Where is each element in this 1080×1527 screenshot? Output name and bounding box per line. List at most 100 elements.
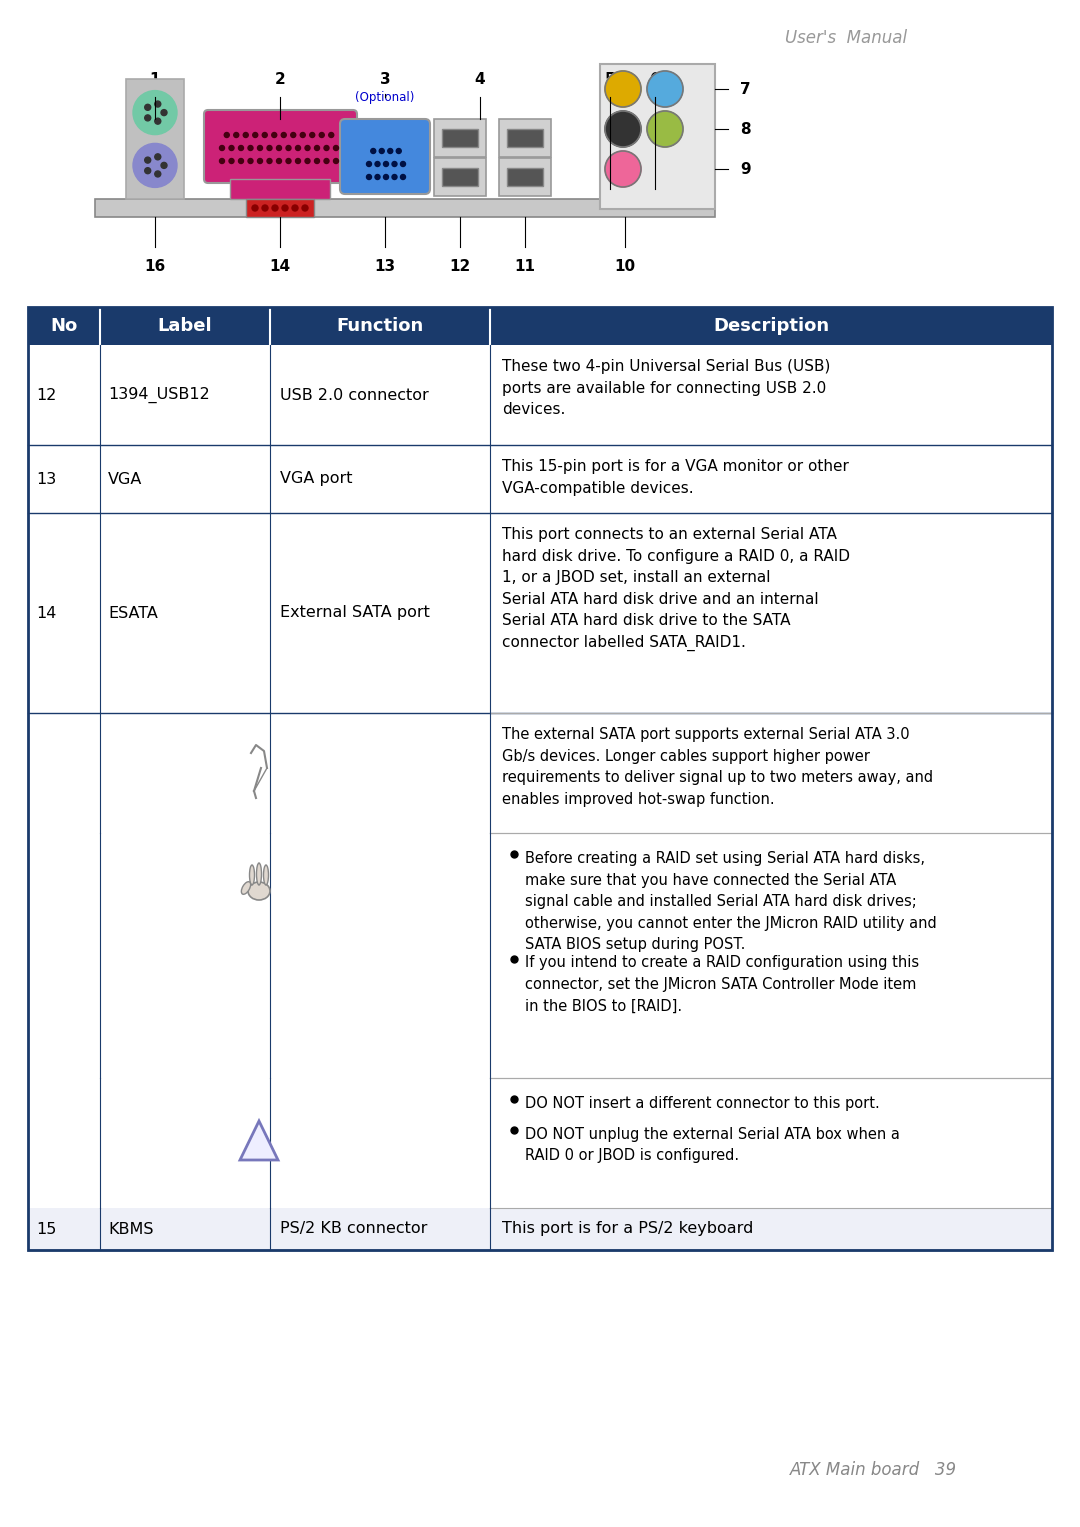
Text: Function: Function — [336, 318, 423, 334]
Circle shape — [145, 168, 151, 174]
Text: This 15-pin port is for a VGA monitor or other
VGA-compatible devices.: This 15-pin port is for a VGA monitor or… — [502, 460, 849, 496]
FancyBboxPatch shape — [434, 157, 486, 195]
Text: 6: 6 — [650, 72, 660, 87]
Text: 14: 14 — [269, 260, 291, 273]
Circle shape — [272, 205, 278, 211]
Ellipse shape — [249, 864, 255, 886]
Text: 15: 15 — [36, 1222, 56, 1237]
Text: 5: 5 — [605, 72, 616, 87]
Text: 14: 14 — [36, 606, 56, 620]
FancyBboxPatch shape — [499, 157, 551, 195]
Text: 8: 8 — [740, 122, 751, 136]
Circle shape — [324, 159, 329, 163]
Circle shape — [239, 159, 243, 163]
Circle shape — [267, 159, 272, 163]
FancyBboxPatch shape — [507, 128, 543, 147]
Ellipse shape — [241, 881, 251, 895]
Text: Before creating a RAID set using Serial ATA hard disks,
make sure that you have : Before creating a RAID set using Serial … — [525, 851, 936, 953]
Text: Description: Description — [713, 318, 829, 334]
Text: 10: 10 — [615, 260, 635, 273]
Text: These two 4-pin Universal Serial Bus (USB)
ports are available for connecting US: These two 4-pin Universal Serial Bus (US… — [502, 359, 831, 417]
FancyBboxPatch shape — [499, 119, 551, 157]
Circle shape — [302, 205, 308, 211]
Circle shape — [305, 159, 310, 163]
Ellipse shape — [248, 883, 270, 899]
Circle shape — [243, 133, 248, 137]
Circle shape — [366, 174, 372, 180]
Circle shape — [291, 133, 296, 137]
Circle shape — [257, 159, 262, 163]
Circle shape — [252, 205, 258, 211]
Text: 13: 13 — [375, 260, 395, 273]
Text: 16: 16 — [145, 260, 165, 273]
Circle shape — [276, 159, 282, 163]
Circle shape — [219, 159, 225, 163]
Circle shape — [334, 159, 338, 163]
FancyBboxPatch shape — [442, 168, 478, 186]
Circle shape — [401, 174, 405, 180]
Circle shape — [300, 133, 306, 137]
Circle shape — [154, 154, 161, 160]
Circle shape — [324, 145, 329, 151]
Text: Label: Label — [158, 318, 213, 334]
Circle shape — [161, 110, 167, 116]
Text: 13: 13 — [36, 472, 56, 487]
Polygon shape — [240, 1121, 278, 1161]
Circle shape — [647, 111, 683, 147]
Circle shape — [282, 205, 288, 211]
Circle shape — [388, 148, 393, 154]
Circle shape — [248, 159, 253, 163]
Circle shape — [253, 133, 258, 137]
Circle shape — [276, 145, 282, 151]
Circle shape — [133, 90, 177, 134]
Bar — [28, 307, 1052, 1251]
Text: 3: 3 — [380, 72, 390, 87]
Circle shape — [161, 162, 167, 168]
FancyBboxPatch shape — [126, 79, 184, 199]
Circle shape — [145, 115, 151, 121]
Text: (Optional): (Optional) — [355, 92, 415, 104]
Circle shape — [379, 148, 384, 154]
Circle shape — [262, 133, 267, 137]
Text: DO NOT insert a different connector to this port.: DO NOT insert a different connector to t… — [525, 1096, 880, 1112]
Text: 4: 4 — [475, 72, 485, 87]
Text: 7: 7 — [740, 81, 751, 96]
Circle shape — [145, 104, 151, 110]
Text: ESATA: ESATA — [108, 606, 158, 620]
Circle shape — [375, 174, 380, 180]
Text: The external SATA port supports external Serial ATA 3.0
Gb/s devices. Longer cab: The external SATA port supports external… — [502, 727, 933, 806]
Bar — [28, 1208, 1052, 1251]
Circle shape — [328, 133, 334, 137]
Circle shape — [401, 162, 405, 166]
Circle shape — [310, 133, 314, 137]
Text: User's  Manual: User's Manual — [785, 29, 907, 47]
Text: KBMS: KBMS — [108, 1222, 153, 1237]
Text: If you intend to create a RAID configuration using this
connector, set the JMicr: If you intend to create a RAID configura… — [525, 956, 919, 1014]
Circle shape — [334, 145, 338, 151]
Circle shape — [383, 174, 389, 180]
Text: 12: 12 — [449, 260, 471, 273]
Circle shape — [392, 162, 397, 166]
Ellipse shape — [257, 863, 261, 886]
Circle shape — [305, 145, 310, 151]
Text: 1: 1 — [150, 72, 160, 87]
Text: !: ! — [254, 1138, 265, 1157]
FancyBboxPatch shape — [507, 168, 543, 186]
Text: 12: 12 — [36, 388, 56, 403]
Text: External SATA port: External SATA port — [280, 606, 430, 620]
FancyBboxPatch shape — [204, 110, 357, 183]
FancyBboxPatch shape — [600, 64, 715, 209]
Circle shape — [296, 145, 300, 151]
Circle shape — [366, 162, 372, 166]
Text: 2: 2 — [274, 72, 285, 87]
Circle shape — [605, 111, 642, 147]
FancyBboxPatch shape — [434, 119, 486, 157]
Circle shape — [145, 157, 151, 163]
Circle shape — [233, 133, 239, 137]
Circle shape — [314, 145, 320, 151]
FancyBboxPatch shape — [230, 179, 330, 199]
FancyBboxPatch shape — [246, 199, 314, 217]
Text: 9: 9 — [740, 162, 751, 177]
Circle shape — [229, 159, 234, 163]
Circle shape — [229, 145, 234, 151]
